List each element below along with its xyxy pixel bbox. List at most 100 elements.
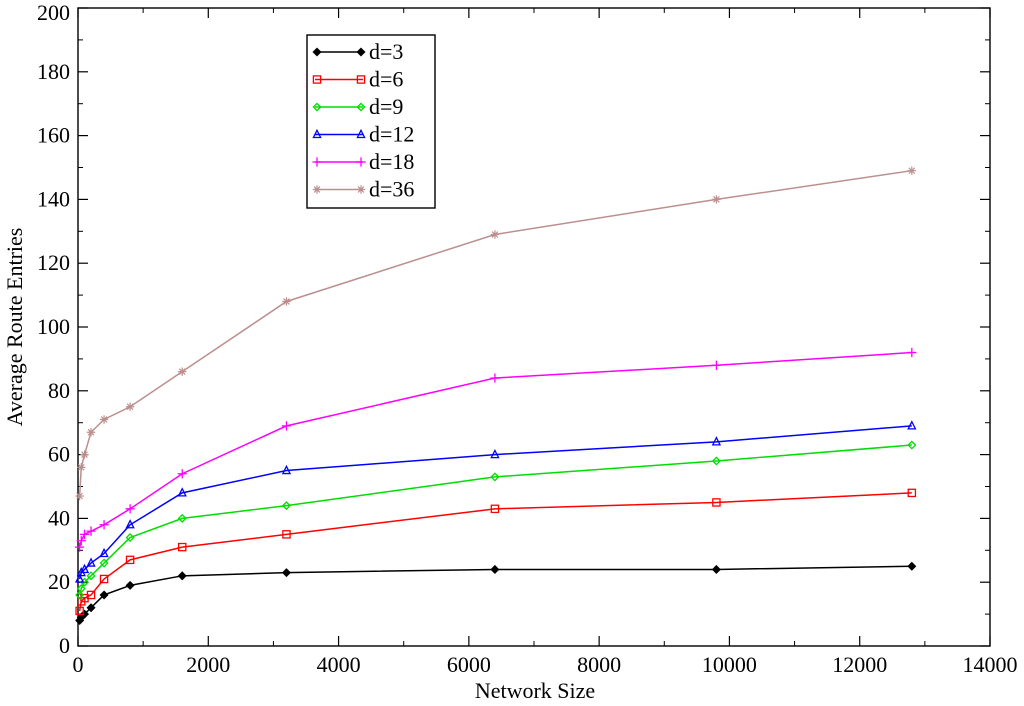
data-point	[86, 590, 96, 600]
legend-marker	[356, 157, 366, 167]
legend-label: d=12	[369, 122, 414, 147]
data-point	[490, 504, 500, 514]
series-d=12	[74, 420, 917, 583]
data-point	[99, 558, 109, 568]
y-tick-label: 0	[59, 633, 70, 658]
legend-label: d=18	[369, 149, 414, 174]
data-point	[711, 360, 721, 370]
data-point	[907, 440, 917, 450]
legend-label: d=36	[369, 177, 414, 202]
data-point	[281, 421, 292, 431]
series-d=36	[75, 166, 917, 501]
data-point	[177, 571, 187, 581]
data-point	[281, 501, 291, 511]
data-point	[907, 420, 917, 430]
data-point	[99, 415, 109, 424]
data-point	[125, 519, 135, 529]
y-tick-label: 20	[48, 569, 70, 594]
legend-marker	[356, 47, 366, 57]
series-d=18	[75, 347, 917, 552]
data-point	[99, 520, 109, 530]
legend-marker	[312, 102, 322, 112]
legend: d=3 d=6d=9 d=12d=18 d=36	[306, 34, 436, 209]
data-point	[177, 487, 187, 497]
y-tick-label: 120	[37, 250, 70, 275]
series-line	[78, 565, 912, 621]
series-line	[78, 425, 912, 580]
legend-marker	[356, 128, 366, 139]
legend-item: d=36	[312, 177, 414, 202]
data-point	[490, 564, 500, 574]
data-point	[76, 536, 86, 546]
series-line	[78, 169, 912, 497]
data-point	[177, 513, 187, 523]
data-point	[125, 402, 135, 411]
data-point	[907, 347, 917, 358]
data-point	[178, 367, 187, 376]
data-point	[125, 555, 135, 565]
data-point	[125, 533, 135, 543]
data-point	[490, 373, 500, 383]
data-point	[79, 563, 90, 574]
series-d=9	[75, 440, 917, 600]
data-point	[490, 448, 500, 459]
legend-item: d=12	[312, 122, 414, 147]
series-line	[78, 351, 912, 548]
series-line	[78, 492, 912, 612]
data-point	[712, 498, 721, 507]
data-point	[99, 574, 109, 584]
x-tick-label: 12000	[832, 652, 887, 677]
legend-label: d=9	[369, 94, 403, 119]
data-point	[86, 571, 96, 581]
series-d=3	[75, 561, 917, 625]
y-tick-label: 80	[48, 378, 70, 403]
data-point	[907, 561, 917, 571]
x-tick-label: 0	[73, 652, 84, 677]
x-tick-label: 2000	[186, 652, 230, 677]
series-d=6	[75, 488, 917, 616]
legend-item: d=18	[312, 149, 414, 174]
legend-marker	[356, 75, 366, 84]
x-tick-label: 8000	[577, 652, 621, 677]
legend-marker	[356, 185, 366, 194]
legend-label: d=3	[369, 39, 403, 64]
data-point	[86, 428, 96, 437]
x-axis-title: Network Size	[475, 678, 595, 701]
y-tick-label: 60	[48, 442, 70, 467]
x-tick-label: 14000	[963, 652, 1018, 677]
y-tick-label: 160	[37, 123, 70, 148]
data-point	[77, 463, 86, 472]
data-point	[177, 542, 187, 552]
y-tick-label: 200	[37, 0, 70, 25]
data-point	[99, 590, 109, 600]
y-tick-label: 40	[48, 505, 70, 530]
data-point	[76, 584, 86, 594]
legend-marker	[312, 75, 322, 84]
data-point	[490, 230, 500, 239]
data-point	[712, 195, 721, 204]
axes: 0 2000 4000 6000 8000 10000 12000 14000 0 20 40 60 8…	[37, 0, 1018, 677]
y-tick-label: 100	[37, 314, 70, 339]
data-point	[281, 568, 291, 578]
data-point	[86, 526, 96, 536]
legend-item: d=9	[312, 94, 403, 119]
data-point	[907, 166, 917, 175]
data-point	[125, 504, 135, 514]
data-point	[75, 606, 84, 616]
legend-marker	[356, 102, 366, 112]
data-point	[490, 472, 500, 482]
x-tick-label: 4000	[317, 652, 361, 677]
y-tick-label: 140	[37, 186, 70, 211]
data-point	[86, 603, 96, 613]
y-tick-label: 180	[37, 59, 70, 84]
data-point	[281, 464, 292, 475]
legend-marker	[312, 128, 322, 139]
y-axis-title: Average Route Entries	[2, 228, 27, 427]
x-tick-label: 10000	[702, 652, 757, 677]
data-point	[75, 542, 85, 552]
legend-label: d=6	[369, 67, 403, 92]
data-point	[711, 436, 722, 446]
data-point	[99, 547, 109, 558]
